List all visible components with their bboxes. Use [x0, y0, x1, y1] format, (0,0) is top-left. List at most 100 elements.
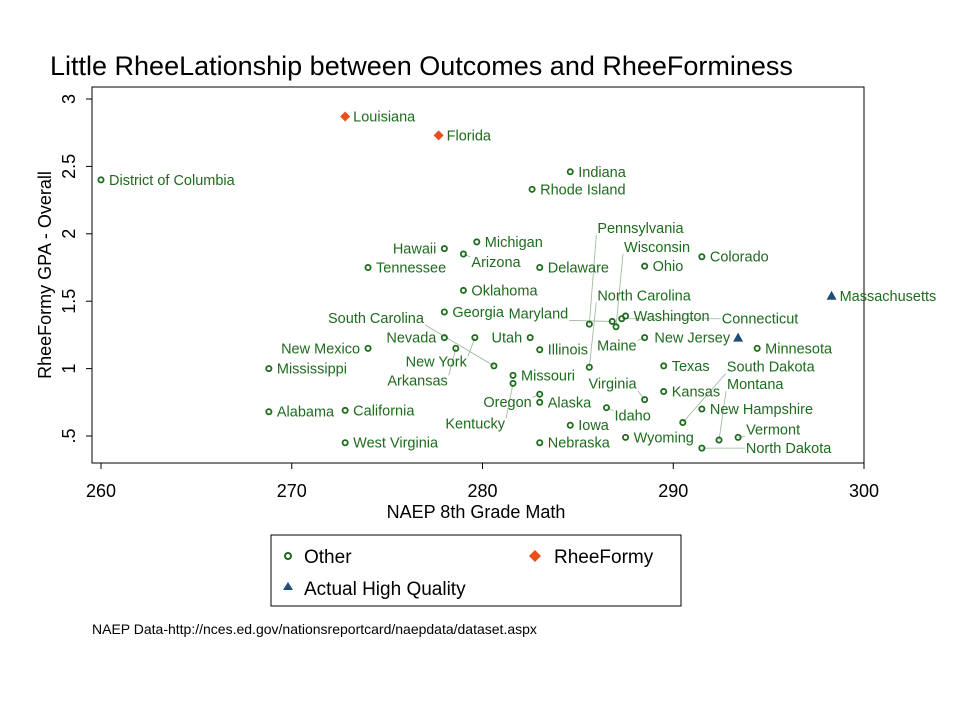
leader-line: [424, 324, 495, 367]
point-north-dakota: [698, 444, 706, 452]
point-south-dakota: [679, 419, 687, 427]
point-label-south-carolina: South Carolina: [328, 311, 425, 327]
leader-line: [532, 393, 540, 398]
y-tick-label: 3: [59, 94, 79, 104]
x-axis-label: NAEP 8th Grade Math: [387, 502, 566, 522]
point-louisiana: [340, 111, 351, 122]
point-label-maryland: Maryland: [509, 306, 569, 322]
point-label-florida: Florida: [447, 128, 492, 144]
source-note: NAEP Data-http://nces.ed.gov/nationsrepo…: [92, 621, 537, 637]
point-nevada: [440, 334, 448, 342]
plot-area: [91, 86, 865, 464]
x-tick-label: 300: [849, 481, 879, 501]
point-oklahoma: [459, 286, 467, 294]
point-label-ohio: Ohio: [653, 259, 684, 275]
point-label-wyoming: Wyoming: [634, 430, 694, 446]
point-label-arizona: Arizona: [471, 255, 521, 271]
point-label-virginia: Virginia: [589, 377, 638, 393]
leader-line: [615, 253, 624, 327]
leader-line: [637, 337, 645, 341]
point-west-virginia: [341, 439, 349, 447]
legend-other-marker: [284, 552, 292, 560]
y-tick-label: 2.5: [59, 154, 79, 179]
point-label-north-carolina: North Carolina: [597, 288, 691, 304]
point-label-mississippi: Mississippi: [277, 362, 347, 378]
point-hawaii: [440, 245, 448, 253]
x-tick-label: 280: [467, 481, 497, 501]
point-wisconsin: [612, 323, 620, 331]
leader-line: [463, 253, 471, 258]
leader-line: [505, 383, 514, 419]
point-label-montana: Montana: [727, 377, 784, 393]
point-alaska: [536, 398, 544, 406]
point-tennessee: [364, 263, 372, 271]
legend: Other RheeFormy Actual High Quality: [270, 534, 682, 607]
point-nebraska: [536, 439, 544, 447]
point-label-minnesota: Minnesota: [765, 341, 833, 357]
point-pennsylvania: [585, 320, 593, 328]
point-label-delaware: Delaware: [548, 261, 609, 277]
legend-high-quality-marker: [283, 582, 293, 590]
x-tick-label: 270: [277, 481, 307, 501]
point-label-south-dakota: South Dakota: [727, 360, 816, 376]
chart-title: Little RheeLationship between Outcomes a…: [50, 51, 793, 81]
point-vermont: [734, 433, 742, 441]
point-missouri: [509, 371, 517, 379]
point-label-new-jersey: New Jersey: [654, 331, 730, 347]
point-texas: [660, 362, 668, 370]
point-california: [341, 406, 349, 414]
y-tick-label: 1: [59, 364, 79, 374]
leader-line: [588, 235, 597, 325]
point-connecticut: [618, 315, 626, 323]
leader-line: [588, 302, 597, 368]
leader-line: [738, 435, 746, 438]
point-maryland: [608, 317, 616, 325]
point-label-idaho: Idaho: [614, 409, 650, 425]
point-label-kansas: Kansas: [672, 385, 720, 401]
point-new-mexico: [364, 344, 372, 352]
leader-line: [448, 348, 457, 376]
point-utah: [526, 334, 534, 342]
point-new-york: [471, 334, 479, 342]
point-ohio: [641, 262, 649, 270]
point-new-hampshire: [698, 405, 706, 413]
point-label-arkansas: Arkansas: [387, 373, 447, 389]
leader-line: [682, 373, 727, 423]
point-oregon: [536, 390, 544, 398]
point-label-oklahoma: Oklahoma: [471, 283, 538, 299]
point-label-oregon: Oregon: [483, 395, 531, 411]
legend-other-label: Other: [304, 547, 352, 568]
point-illinois: [536, 346, 544, 354]
point-arkansas: [452, 344, 460, 352]
point-label-nebraska: Nebraska: [548, 436, 611, 452]
point-label-texas: Texas: [672, 359, 710, 375]
point-new-jersey: [733, 332, 744, 342]
point-michigan: [473, 238, 481, 246]
point-label-new-hampshire: New Hampshire: [710, 402, 813, 418]
point-label-colorado: Colorado: [710, 250, 769, 266]
point-label-indiana: Indiana: [578, 165, 627, 181]
point-arizona: [459, 250, 467, 258]
point-label-new-mexico: New Mexico: [281, 341, 360, 357]
point-wyoming: [622, 433, 630, 441]
point-label-tennessee: Tennessee: [376, 261, 446, 277]
point-label-iowa: Iowa: [578, 418, 610, 434]
point-idaho: [602, 404, 610, 412]
point-label-new-york: New York: [406, 355, 468, 371]
y-tick-label: .5: [59, 428, 79, 443]
legend-rheeformy-marker: [529, 550, 541, 562]
legend-high-quality-label: Actual High Quality: [304, 579, 466, 600]
point-label-alaska: Alaska: [548, 395, 592, 411]
point-mississippi: [265, 365, 273, 373]
point-label-alabama: Alabama: [277, 405, 335, 421]
point-massachusetts: [826, 290, 837, 300]
point-minnesota: [753, 344, 761, 352]
point-label-california: California: [353, 403, 415, 419]
y-tick-label: 2: [59, 229, 79, 239]
point-label-kentucky: Kentucky: [445, 416, 505, 432]
point-florida: [433, 130, 444, 141]
leader-line: [606, 407, 614, 412]
point-label-district-of-columbia: District of Columbia: [109, 173, 236, 189]
